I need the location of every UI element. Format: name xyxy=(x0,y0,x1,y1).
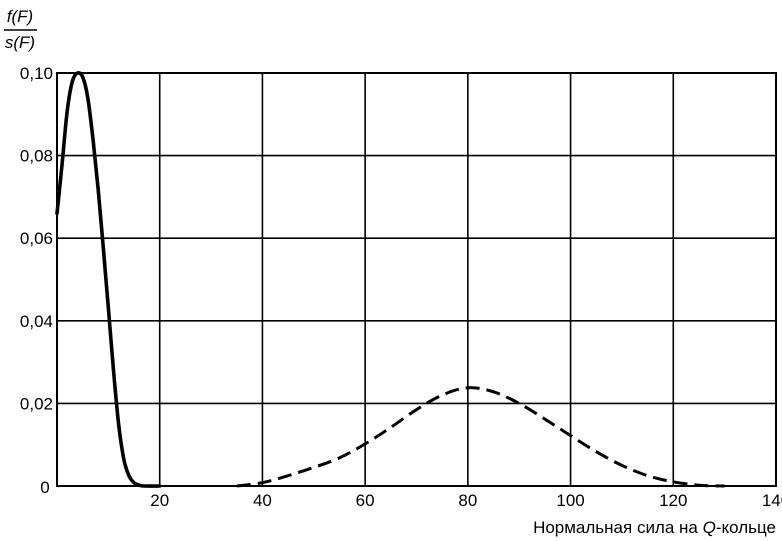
x-tick-label: 100 xyxy=(556,491,584,510)
x-tick-label: 80 xyxy=(458,491,477,510)
x-tick-label: 140 xyxy=(762,491,782,510)
x-tick-label: 40 xyxy=(253,491,272,510)
y-tick-label: 0,08 xyxy=(20,147,53,166)
x-axis-label-prefix: Нормальная сила на xyxy=(533,518,703,537)
x-axis-label-suffix: -кольце xyxy=(716,518,776,537)
x-axis-label: Нормальная сила на Q-кольце xyxy=(533,518,776,537)
tick-labels: 0 20 40 60 80 100 120 140 0,02 0,04 0,06 0,08 0,10 xyxy=(20,64,782,510)
x-tick-label: 120 xyxy=(659,491,687,510)
plot-border xyxy=(56,72,777,487)
y-tick-label: 0,10 xyxy=(20,64,53,83)
y-axis-label-numerator: f(F) xyxy=(7,7,33,26)
series-line-solid xyxy=(55,70,162,488)
y-tick-label: 0,02 xyxy=(20,394,53,413)
series-layer xyxy=(55,70,725,488)
y-tick-label: 0,04 xyxy=(20,312,53,331)
y-axis-label-denominator: s(F) xyxy=(5,33,35,52)
x-tick-label: 20 xyxy=(150,491,169,510)
series-line-dashed xyxy=(236,386,725,488)
y-tick-label: 0,06 xyxy=(20,229,53,248)
grid xyxy=(57,73,776,486)
plot-frame xyxy=(56,72,777,487)
x-tick-label: 60 xyxy=(356,491,375,510)
x-axis-label-variable: Q xyxy=(703,518,716,537)
x-tick-label: 0 xyxy=(40,478,49,497)
